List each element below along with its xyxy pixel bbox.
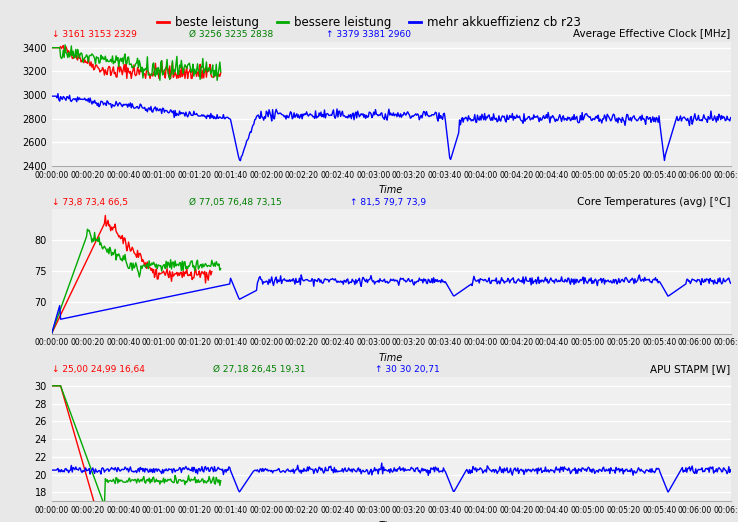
Text: Core Temperatures (avg) [°C]: Core Temperatures (avg) [°C] [577, 197, 731, 207]
Text: ↑ 30 30 20,71: ↑ 30 30 20,71 [375, 365, 440, 374]
Text: ↓ 25,00 24,99 16,64: ↓ 25,00 24,99 16,64 [52, 365, 145, 374]
X-axis label: Time: Time [379, 185, 403, 195]
Text: ↓ 3161 3153 2329: ↓ 3161 3153 2329 [52, 30, 137, 39]
Text: APU STAPM [W]: APU STAPM [W] [650, 364, 731, 374]
Text: Ø 3256 3235 2838: Ø 3256 3235 2838 [189, 30, 273, 39]
X-axis label: Time: Time [379, 520, 403, 522]
Legend: beste leistung, bessere leistung, mehr akkueffizienz cb r23: beste leistung, bessere leistung, mehr a… [152, 11, 586, 33]
Text: ↓ 73,8 73,4 66,5: ↓ 73,8 73,4 66,5 [52, 198, 128, 207]
Text: ↑ 81,5 79,7 73,9: ↑ 81,5 79,7 73,9 [351, 198, 427, 207]
X-axis label: Time: Time [379, 353, 403, 363]
Text: Ø 27,18 26,45 19,31: Ø 27,18 26,45 19,31 [213, 365, 306, 374]
Text: Average Effective Clock [MHz]: Average Effective Clock [MHz] [573, 29, 731, 39]
Text: Ø 77,05 76,48 73,15: Ø 77,05 76,48 73,15 [189, 198, 282, 207]
Text: ↑ 3379 3381 2960: ↑ 3379 3381 2960 [326, 30, 411, 39]
